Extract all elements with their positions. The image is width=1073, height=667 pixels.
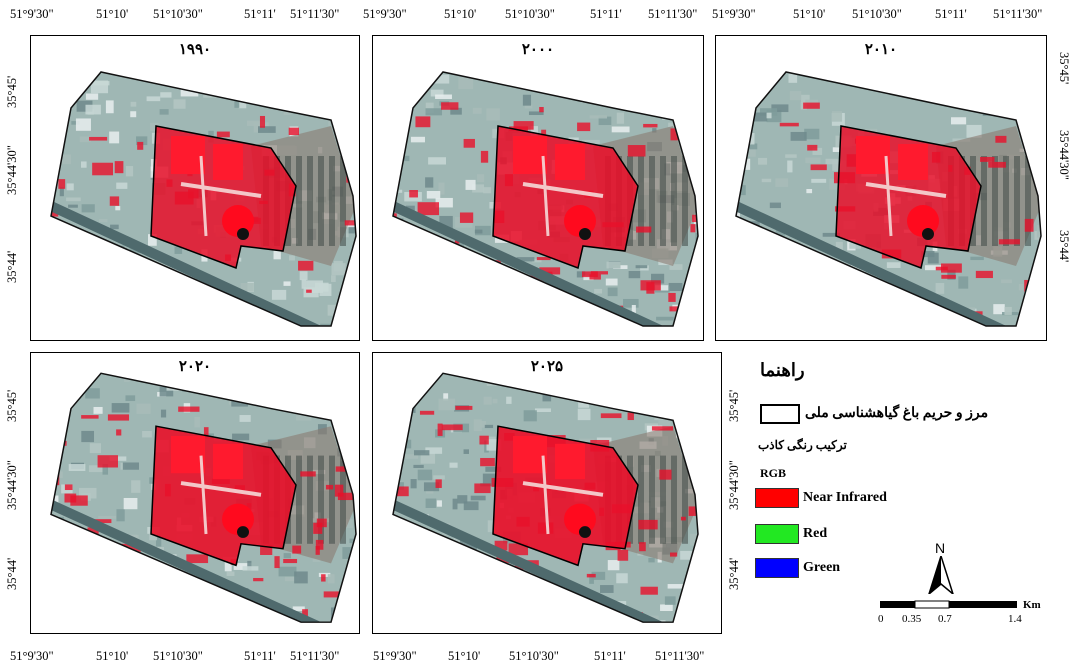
latitude-label: 35°45': [5, 75, 19, 108]
bottom-longitude-label: 51°10': [96, 649, 129, 663]
top-longitude-label: 51°10': [793, 7, 826, 21]
legend-boundary-label: مرز و حریم باغ گیاهشناسی ملی: [805, 406, 989, 421]
scale-tick-0: 0: [878, 613, 884, 625]
scale-tick-1: 0.35: [902, 613, 922, 625]
scale-tick-2: 0.7: [938, 613, 952, 625]
top-longitude-label: 51°9'30": [363, 7, 407, 21]
bottom-longitude-label: 51°9'30": [10, 649, 54, 663]
legend-swatch-green: [755, 558, 799, 578]
scale-bar: [880, 600, 1017, 609]
top-longitude-label: 51°11'30": [290, 7, 340, 21]
latitude-label: 35°44'30": [727, 460, 741, 510]
top-longitude-label: 51°11': [590, 7, 622, 21]
map-panel-1990: ۱۹۹۰: [30, 35, 360, 341]
map-panel-2020: ۲۰۲۰: [30, 352, 360, 634]
map-image-2010: [735, 71, 1042, 327]
map-image-1990: [50, 71, 357, 327]
legend-item-red: Red: [803, 526, 828, 541]
panel-year-2010: ۲۰۱۰: [864, 42, 898, 58]
latitude-label: 35°44': [5, 557, 19, 590]
top-longitude-label: 51°11'30": [993, 7, 1043, 21]
top-longitude-label: 51°9'30": [712, 7, 756, 21]
map-image-2000: [392, 71, 699, 327]
top-longitude-label: 51°11'30": [648, 7, 698, 21]
legend-boundary-swatch: [760, 404, 800, 424]
bottom-longitude-label: 51°11': [244, 649, 276, 663]
top-longitude-label: 51°10'30": [153, 7, 203, 21]
bottom-longitude-label: 51°11': [594, 649, 626, 663]
legend-swatch-nir: [755, 488, 799, 508]
latitude-label: 35°44': [727, 557, 741, 590]
latitude-label: 35°45': [727, 389, 741, 422]
panel-year-2025: ۲۰۲۵: [530, 359, 564, 375]
top-longitude-label: 51°10'30": [852, 7, 902, 21]
north-arrow-icon: [928, 556, 954, 594]
map-panel-2010: ۲۰۱۰: [715, 35, 1047, 341]
top-longitude-label: 51°9'30": [10, 7, 54, 21]
legend-rgb-label: RGB: [760, 466, 787, 480]
legend-swatch-red: [755, 524, 799, 544]
legend-item-green: Green: [803, 560, 841, 575]
bottom-longitude-label: 51°11'30": [655, 649, 705, 663]
latitude-label: 35°44'30": [5, 145, 19, 195]
top-longitude-label: 51°10': [96, 7, 129, 21]
legend-title: راهنما: [760, 360, 805, 380]
legend-item-nir: Near Infrared: [803, 490, 887, 505]
latitude-label-right: 35°45': [1057, 52, 1071, 85]
panel-year-2000: ۲۰۰۰: [521, 42, 555, 58]
bottom-longitude-label: 51°10'30": [509, 649, 559, 663]
bottom-longitude-label: 51°11'30": [290, 649, 340, 663]
latitude-label-right: 35°44'30": [1057, 130, 1071, 180]
legend-composite-label: ترکیب رنگی کاذب: [758, 438, 847, 452]
panel-year-1990: ۱۹۹۰: [178, 42, 212, 58]
latitude-label: 35°44'30": [5, 460, 19, 510]
top-longitude-label: 51°10'30": [505, 7, 555, 21]
latitude-label-right: 35°44': [1057, 230, 1071, 263]
scale-tick-3: 1.4: [1008, 613, 1022, 625]
top-longitude-label: 51°11': [935, 7, 967, 21]
map-panel-2025: ۲۰۲۵: [372, 352, 722, 634]
map-image-2025: [392, 372, 699, 623]
latitude-label: 35°45': [5, 389, 19, 422]
top-longitude-label: 51°10': [444, 7, 477, 21]
panel-year-2020: ۲۰۲۰: [178, 359, 212, 375]
top-longitude-label: 51°11': [244, 7, 276, 21]
north-label: N: [935, 540, 946, 556]
bottom-longitude-label: 51°10'30": [153, 649, 203, 663]
latitude-label: 35°44': [5, 250, 19, 283]
scale-unit: Km: [1023, 599, 1041, 611]
bottom-longitude-label: 51°9'30": [373, 649, 417, 663]
map-image-2020: [50, 372, 357, 623]
bottom-longitude-label: 51°10': [448, 649, 481, 663]
map-panel-2000: ۲۰۰۰: [372, 35, 704, 341]
